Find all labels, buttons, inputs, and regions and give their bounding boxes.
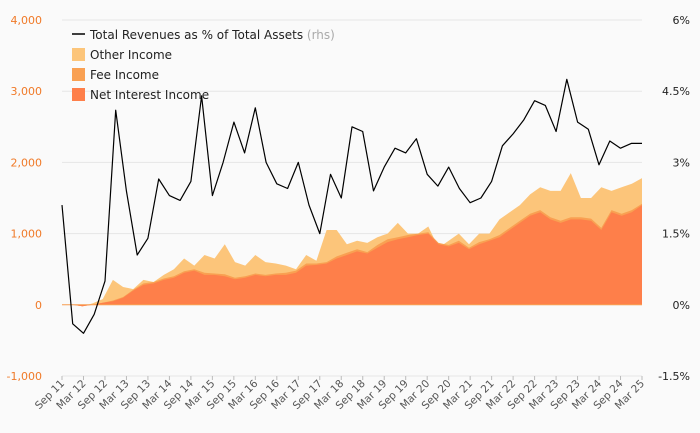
y-tick-left: 3,000 xyxy=(11,85,43,98)
left-axis: -1,000 0 1,000 2,000 3,000 4,000 xyxy=(7,14,42,383)
legend-fee-swatch xyxy=(72,68,85,81)
y-tick-right: -1.5% xyxy=(658,370,690,383)
area-net-interest-income xyxy=(62,205,642,307)
line-series-group xyxy=(61,78,642,334)
y-tick-right: 3% xyxy=(673,156,690,169)
legend-nii-label: Net Interest Income xyxy=(90,88,209,102)
legend-fee-label: Fee Income xyxy=(90,68,159,82)
y-tick-left: 2,000 xyxy=(11,156,43,169)
area-series-group xyxy=(62,173,642,307)
y-tick-left: 4,000 xyxy=(11,14,43,27)
y-tick-right: 4.5% xyxy=(662,85,690,98)
legend-line-label: Total Revenues as % of Total Assets (rhs… xyxy=(89,28,335,42)
legend-other-label: Other Income xyxy=(90,48,172,62)
legend-nii-swatch xyxy=(72,88,85,101)
y-tick-right: 1.5% xyxy=(662,228,690,241)
line-total-revenues-pct xyxy=(61,78,642,334)
y-tick-right: 0% xyxy=(673,299,690,312)
legend: Total Revenues as % of Total Assets (rhs… xyxy=(72,28,335,102)
y-tick-right: 6% xyxy=(673,14,690,27)
y-tick-left: 0 xyxy=(35,299,42,312)
right-axis: -1.5% 0% 1.5% 3% 4.5% 6% xyxy=(658,14,690,383)
y-tick-left: -1,000 xyxy=(7,370,42,383)
legend-other-swatch xyxy=(72,48,85,61)
y-tick-left: 1,000 xyxy=(11,228,43,241)
